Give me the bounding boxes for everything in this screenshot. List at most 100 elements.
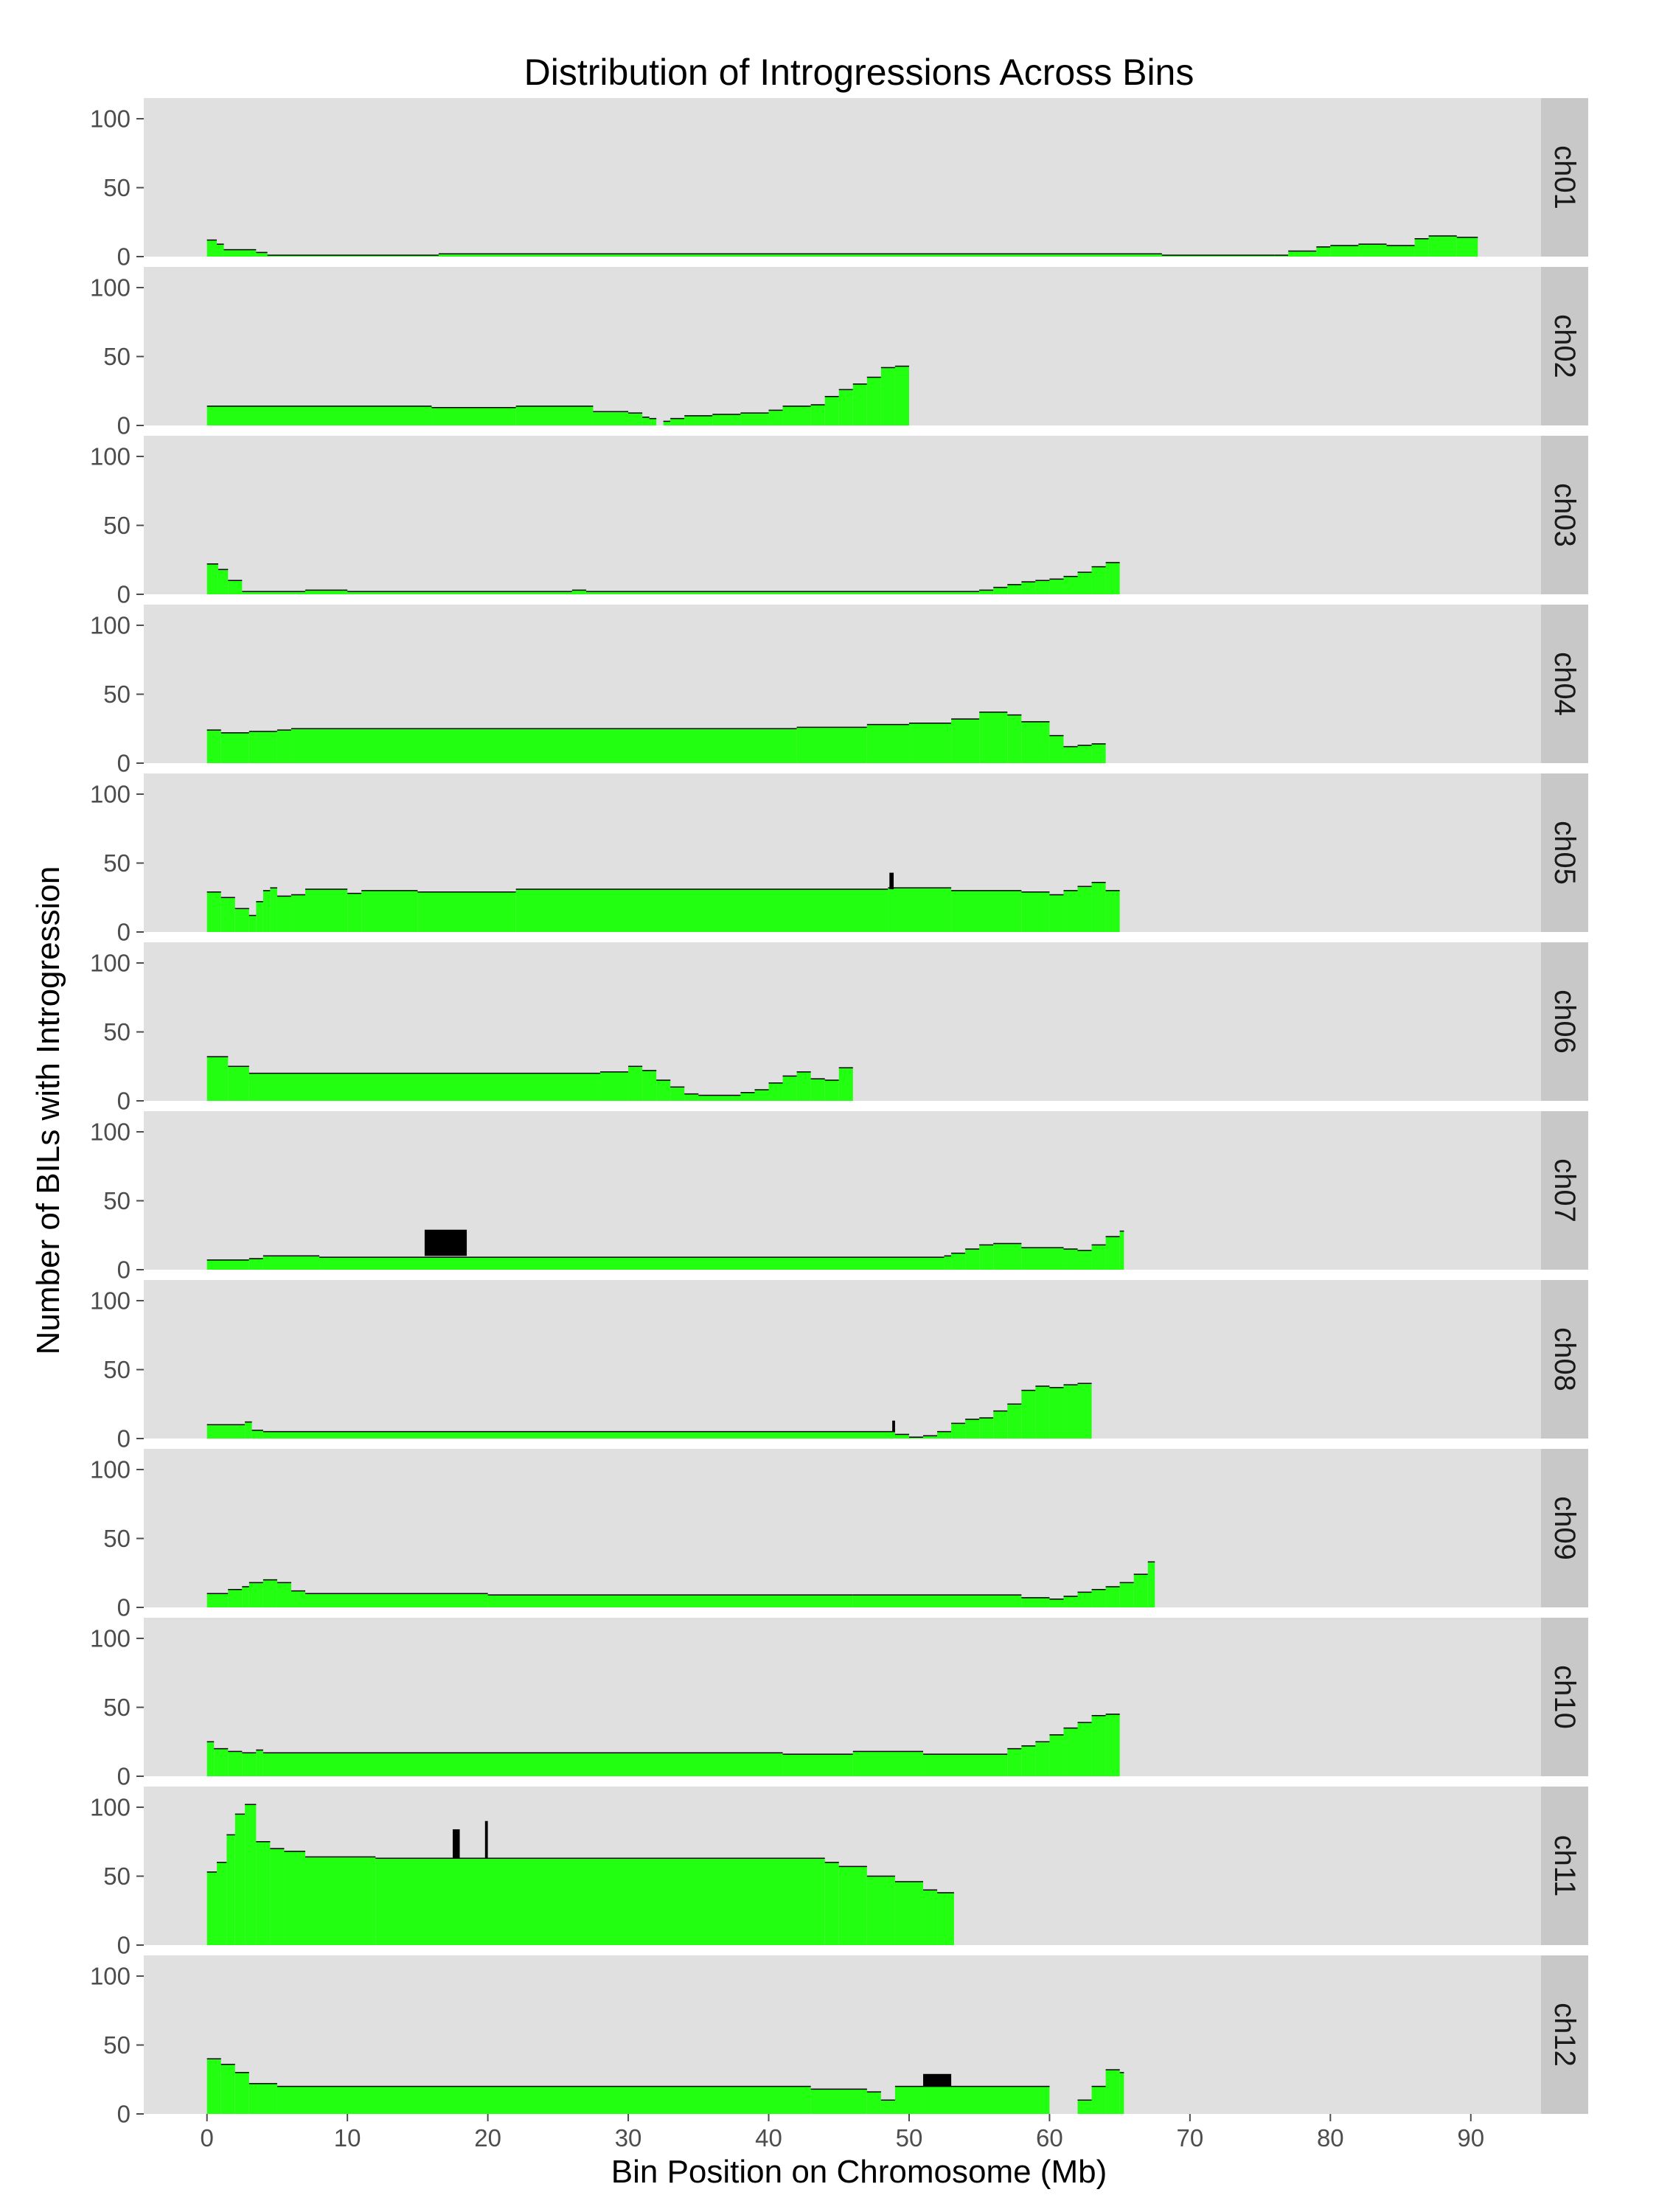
bar [220,732,249,763]
y-tick-label: 0 [117,2101,131,2128]
bar [1077,2100,1092,2114]
bar [880,367,895,425]
bar [217,1862,227,1945]
bar [1091,1715,1106,1776]
bar [206,2059,221,2114]
bar [599,1071,629,1101]
bar [908,1437,924,1439]
bar [1021,721,1050,763]
bar [1077,572,1092,594]
strip-label: ch01 [1548,145,1581,209]
bar [754,1090,769,1101]
bar [276,730,291,763]
x-tick-label: 80 [1317,2124,1344,2152]
bar [894,2086,924,2114]
black-mark [923,2073,952,2087]
bar [276,1582,291,1607]
bar [270,1848,285,1945]
panel-ch05: ch05 0 50 100 [90,773,1588,946]
bar [894,366,909,425]
bar [1147,1562,1155,1607]
bar [206,240,218,257]
bar [262,890,271,932]
bar [796,727,867,763]
bar [993,1411,1008,1439]
y-tick-label: 50 [103,681,131,708]
bar [1119,1582,1134,1607]
bar [1063,890,1078,932]
bar [361,890,418,932]
y-tick-label: 0 [117,1932,131,1959]
panel-ch01: ch01 0 50 100 [90,98,1588,271]
bar [206,1871,218,1945]
bar [1063,1728,1078,1776]
bar [1358,244,1387,257]
bar [262,1753,783,1776]
bar [782,1076,797,1101]
facet-panels: ch01 0 50 100 ch02 0 50 100 ch03 0 50 100 ch04 0 50 100… [90,98,1588,2128]
strip-background [1541,1449,1588,1607]
bar [1077,1383,1092,1439]
bar [1021,1597,1050,1607]
strip-label: ch10 [1548,1665,1581,1729]
bar [305,889,348,932]
bar [347,893,362,932]
bar [923,1436,938,1439]
bar [937,1431,952,1439]
y-axis-label: Number of BILs with Introgression [30,866,66,1355]
bar [993,587,1008,594]
bar [347,591,572,594]
bar [276,896,291,932]
bar [1161,255,1275,257]
bar [245,1422,252,1439]
bar [670,1087,685,1101]
black-mark [889,872,894,890]
y-tick-label: 50 [103,343,131,370]
strip-label: ch03 [1548,483,1581,547]
strip-label: ch02 [1548,314,1581,378]
strip-background [1541,436,1588,594]
bar [220,897,235,932]
bar [256,252,268,257]
bar [923,1890,938,1945]
bar [979,712,1008,763]
y-tick-label: 50 [103,1356,131,1383]
y-tick-label: 50 [103,512,131,539]
bar [234,908,249,932]
bar [1063,746,1078,763]
bar [1414,238,1429,257]
bar [1049,1387,1064,1439]
x-axis-label: Bin Position on Chromosome (Mb) [611,2154,1107,2190]
bar [217,244,224,257]
x-tick-label: 30 [615,2124,642,2152]
y-tick-label: 100 [90,950,131,977]
strip-background [1541,267,1588,425]
bar [979,1245,994,1270]
y-tick-label: 0 [117,1594,131,1621]
bar [319,1257,945,1270]
bar [515,889,888,932]
bar [838,1068,853,1101]
strip-label: ch08 [1548,1327,1581,1391]
bar [206,1593,229,1607]
bar [1091,743,1106,763]
bar [256,901,263,932]
bar [796,1071,811,1101]
bar [291,728,797,763]
bar [206,406,432,425]
bar [262,1579,277,1607]
bar [1316,246,1331,257]
bar [923,2086,1050,2114]
bar [291,894,306,932]
y-tick-label: 0 [117,1425,131,1453]
bar [1063,1248,1078,1270]
bar [262,1256,320,1270]
bar [1007,1748,1022,1776]
strip-background [1541,98,1588,257]
bar [226,1834,235,1945]
strip-background [1541,942,1588,1101]
bar [242,1586,249,1607]
strip-background [1541,1618,1588,1776]
bar [1077,1722,1092,1776]
bar [712,414,741,425]
